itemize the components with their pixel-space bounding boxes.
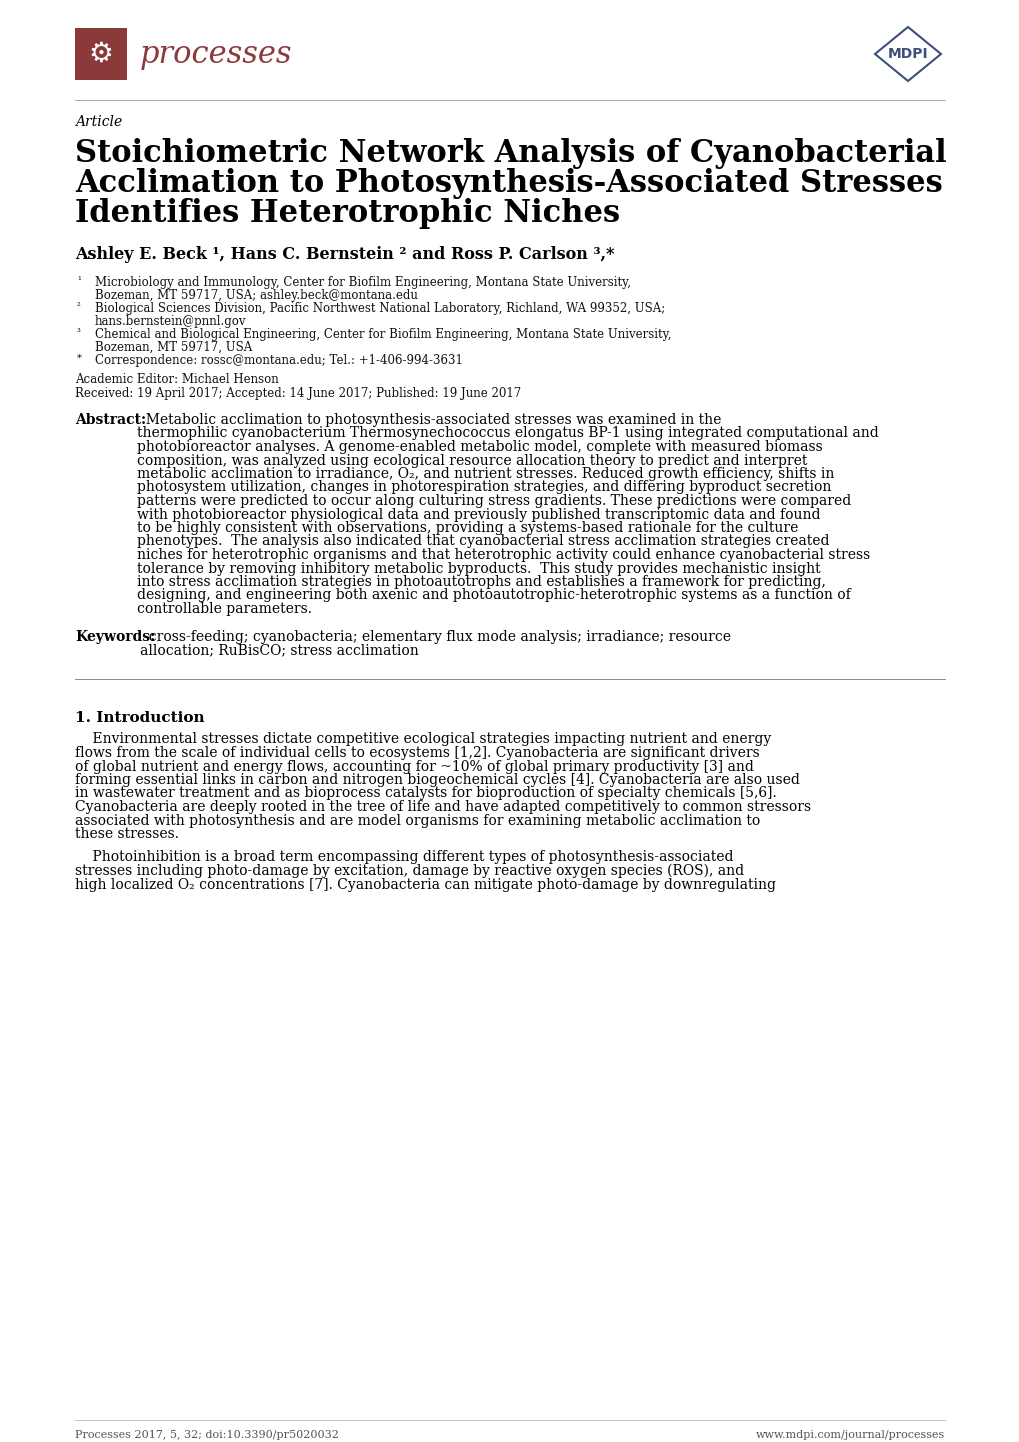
Text: niches for heterotrophic organisms and that heterotrophic activity could enhance: niches for heterotrophic organisms and t…: [137, 548, 869, 562]
Text: Correspondence: rossc@montana.edu; Tel.: +1-406-994-3631: Correspondence: rossc@montana.edu; Tel.:…: [95, 353, 463, 368]
Text: thermophilic cyanobacterium Thermosynechococcus elongatus BP-1 using integrated : thermophilic cyanobacterium Thermosynech…: [137, 427, 878, 440]
Text: metabolic acclimation to irradiance, O₂, and nutrient stresses. Reduced growth e: metabolic acclimation to irradiance, O₂,…: [137, 467, 834, 482]
Text: associated with photosynthesis and are model organisms for examining metabolic a: associated with photosynthesis and are m…: [75, 813, 759, 828]
Text: Stoichiometric Network Analysis of Cyanobacterial: Stoichiometric Network Analysis of Cyano…: [75, 138, 946, 169]
Text: photobioreactor analyses. A genome-enabled metabolic model, complete with measur: photobioreactor analyses. A genome-enabl…: [137, 440, 822, 454]
Text: Academic Editor: Michael Henson: Academic Editor: Michael Henson: [75, 373, 278, 386]
Text: Abstract:: Abstract:: [75, 412, 146, 427]
Text: into stress acclimation strategies in photoautotrophs and establishes a framewor: into stress acclimation strategies in ph…: [137, 575, 825, 588]
Text: patterns were predicted to occur along culturing stress gradients. These predict: patterns were predicted to occur along c…: [137, 495, 851, 508]
Text: Photoinhibition is a broad term encompassing different types of photosynthesis-a: Photoinhibition is a broad term encompas…: [75, 851, 733, 865]
Text: Metabolic acclimation to photosynthesis-associated stresses was examined in the: Metabolic acclimation to photosynthesis-…: [137, 412, 720, 427]
Text: *: *: [76, 353, 82, 363]
Text: cross-feeding; cyanobacteria; elementary flux mode analysis; irradiance; resourc: cross-feeding; cyanobacteria; elementary…: [140, 630, 731, 643]
Text: stresses including photo-damage by excitation, damage by reactive oxygen species: stresses including photo-damage by excit…: [75, 864, 744, 878]
Text: composition, was analyzed using ecological resource allocation theory to predict: composition, was analyzed using ecologic…: [137, 453, 807, 467]
Text: of global nutrient and energy flows, accounting for ~10% of global primary produ: of global nutrient and energy flows, acc…: [75, 760, 753, 773]
Text: Keywords:: Keywords:: [75, 630, 155, 643]
Text: Identifies Heterotrophic Niches: Identifies Heterotrophic Niches: [75, 198, 620, 229]
Text: with photobioreactor physiological data and previously published transcriptomic : with photobioreactor physiological data …: [137, 508, 819, 522]
Text: MDPI: MDPI: [887, 48, 927, 61]
Text: Bozeman, MT 59717, USA: Bozeman, MT 59717, USA: [95, 340, 252, 353]
Text: forming essential links in carbon and nitrogen biogeochemical cycles [4]. Cyanob: forming essential links in carbon and ni…: [75, 773, 799, 787]
Text: www.mdpi.com/journal/processes: www.mdpi.com/journal/processes: [755, 1430, 944, 1441]
Text: Bozeman, MT 59717, USA; ashley.beck@montana.edu: Bozeman, MT 59717, USA; ashley.beck@mont…: [95, 288, 418, 301]
Text: Processes 2017, 5, 32; doi:10.3390/pr5020032: Processes 2017, 5, 32; doi:10.3390/pr502…: [75, 1430, 338, 1441]
Text: Environmental stresses dictate competitive ecological strategies impacting nutri: Environmental stresses dictate competiti…: [75, 733, 770, 747]
Text: flows from the scale of individual cells to ecosystems [1,2]. Cyanobacteria are : flows from the scale of individual cells…: [75, 746, 759, 760]
Text: Article: Article: [75, 115, 122, 128]
Text: to be highly consistent with observations, providing a systems-based rationale f: to be highly consistent with observation…: [137, 521, 798, 535]
Text: Chemical and Biological Engineering, Center for Biofilm Engineering, Montana Sta: Chemical and Biological Engineering, Cen…: [95, 327, 671, 340]
Text: hans.bernstein@pnnl.gov: hans.bernstein@pnnl.gov: [95, 314, 247, 327]
Text: photosystem utilization, changes in photorespiration strategies, and differing b: photosystem utilization, changes in phot…: [137, 480, 830, 495]
Text: Microbiology and Immunology, Center for Biofilm Engineering, Montana State Unive: Microbiology and Immunology, Center for …: [95, 275, 631, 288]
Text: tolerance by removing inhibitory metabolic byproducts.  This study provides mech: tolerance by removing inhibitory metabol…: [137, 561, 820, 575]
Text: ³: ³: [76, 327, 81, 337]
Text: phenotypes.  The analysis also indicated that cyanobacterial stress acclimation : phenotypes. The analysis also indicated …: [137, 535, 828, 548]
FancyBboxPatch shape: [75, 27, 127, 79]
Text: allocation; RuBisCO; stress acclimation: allocation; RuBisCO; stress acclimation: [140, 643, 419, 658]
Text: Received: 19 April 2017; Accepted: 14 June 2017; Published: 19 June 2017: Received: 19 April 2017; Accepted: 14 Ju…: [75, 386, 521, 399]
Text: Biological Sciences Division, Pacific Northwest National Laboratory, Richland, W: Biological Sciences Division, Pacific No…: [95, 301, 664, 314]
Text: ²: ²: [76, 301, 81, 311]
Text: Ashley E. Beck ¹, Hans C. Bernstein ² and Ross P. Carlson ³,*: Ashley E. Beck ¹, Hans C. Bernstein ² an…: [75, 247, 613, 262]
Text: processes: processes: [140, 39, 292, 69]
Text: Acclimation to Photosynthesis-Associated Stresses: Acclimation to Photosynthesis-Associated…: [75, 169, 942, 199]
Text: in wastewater treatment and as bioprocess catalysts for bioproduction of special: in wastewater treatment and as bioproces…: [75, 786, 776, 800]
Text: high localized O₂ concentrations [7]. Cyanobacteria can mitigate photo-damage by: high localized O₂ concentrations [7]. Cy…: [75, 878, 775, 891]
Text: Cyanobacteria are deeply rooted in the tree of life and have adapted competitive: Cyanobacteria are deeply rooted in the t…: [75, 800, 810, 813]
Text: ⚙: ⚙: [89, 40, 113, 68]
Text: 1. Introduction: 1. Introduction: [75, 711, 205, 724]
Text: controllable parameters.: controllable parameters.: [137, 601, 312, 616]
Text: ¹: ¹: [76, 275, 81, 286]
Text: these stresses.: these stresses.: [75, 828, 178, 841]
Text: designing, and engineering both axenic and photoautotrophic-heterotrophic system: designing, and engineering both axenic a…: [137, 588, 850, 603]
